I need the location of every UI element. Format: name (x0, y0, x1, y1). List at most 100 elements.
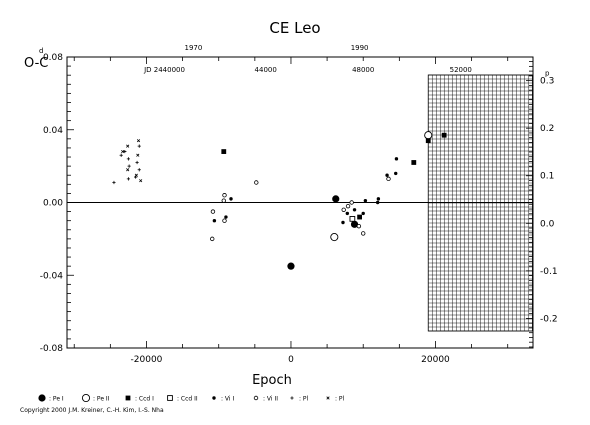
y2-tick-label: -0.2 (540, 314, 558, 324)
point-filled-circle-small (363, 198, 368, 203)
year-label: 1970 (185, 44, 203, 52)
jd-label: 44000 (255, 66, 277, 74)
point-filled-circle-small (212, 218, 217, 223)
point-open-circle-small (210, 209, 216, 214)
point-filled-square (125, 395, 131, 401)
y2-tick-label: -0.1 (540, 267, 558, 277)
point-open-circle-small (349, 200, 354, 205)
point-filled-circle-small (376, 197, 381, 201)
y-tick-label: -0.04 (40, 271, 64, 281)
top-axis-labels: 1970 1990 JD 2440000 44000 48000 52000 (143, 44, 472, 74)
point-filled-circle-small (352, 208, 357, 212)
axis-ticks (67, 56, 533, 349)
y2-tick-label: 0.3 (540, 77, 554, 87)
point-filled-square (425, 138, 431, 144)
y-tick-label: 0.00 (43, 199, 63, 209)
year-label: 1990 (351, 44, 369, 52)
point-open-circle-small (345, 203, 351, 209)
y2-unit-superscript: p (545, 70, 550, 78)
legend-label: : Ccd II (177, 396, 198, 403)
x-axis-label: Epoch (252, 373, 292, 388)
point-filled-circle-small (394, 171, 398, 176)
point-open-circle-small (222, 218, 227, 223)
jd-label: 48000 (352, 66, 374, 74)
point-plus (112, 180, 116, 185)
legend-label: : Pl (335, 396, 345, 403)
y-tick-label: 0.04 (43, 126, 63, 136)
y2-tick-label: 0.1 (540, 172, 554, 182)
copyright-note: Copyright 2000 J.M. Kreiner, C.-H. Kim, … (20, 407, 164, 414)
point-cross (126, 144, 130, 148)
y2-tick-label: 0.0 (540, 219, 555, 229)
legend-label: : Vi I (221, 396, 234, 403)
point-filled-circle-small (212, 396, 216, 400)
point-cross (126, 168, 130, 172)
x-tick-label: 0 (288, 355, 294, 365)
point-open-circle-small (386, 176, 391, 182)
point-plus (137, 168, 141, 172)
point-filled-circle-small (394, 157, 399, 161)
y2-tick-label: 0.2 (540, 124, 554, 134)
point-filled-square (411, 160, 417, 165)
point-cross (134, 173, 138, 177)
legend-label: : Pl (299, 396, 309, 403)
point-open-circle-small (356, 223, 362, 229)
point-filled-circle-small (361, 211, 365, 216)
point-filled-circle-large (350, 220, 359, 228)
tick-labels: -20000 0 20000 -0.08 -0.04 0.00 0.04 0.08d -0.2 -… (39, 47, 558, 365)
point-cross (326, 396, 330, 400)
point-filled-circle-small (375, 200, 380, 205)
point-plus (127, 164, 131, 168)
point-plus (290, 396, 294, 400)
y-unit-superscript: d (39, 47, 43, 55)
point-plus (119, 153, 123, 157)
jd-label: JD 2440000 (143, 66, 185, 74)
point-open-circle-small (341, 207, 346, 212)
point-filled-circle-small (229, 197, 233, 201)
point-filled-circle-small (224, 215, 228, 219)
legend-label: : Pe I (49, 396, 64, 403)
jd-label: 52000 (450, 66, 472, 74)
point-plus (126, 177, 131, 181)
point-open-circle-small (210, 236, 215, 242)
point-open-circle-small (221, 198, 226, 203)
point-open-circle-small (254, 180, 259, 185)
point-open-square (167, 395, 173, 401)
point-open-circle-small (361, 231, 366, 236)
point-plus (123, 149, 127, 154)
point-filled-circle-large (38, 394, 46, 402)
point-plus (135, 160, 139, 165)
legend-label: : Vi II (263, 396, 278, 403)
point-open-circle-large (330, 233, 339, 242)
data-points (112, 131, 447, 270)
point-open-circle-large (81, 393, 91, 403)
point-filled-circle-large (287, 262, 295, 270)
point-cross (136, 139, 141, 143)
y-tick-label: -0.08 (40, 344, 64, 354)
point-filled-square (221, 149, 227, 154)
point-open-circle-small (222, 193, 227, 198)
point-filled-square (441, 132, 447, 138)
point-filled-circle-small (341, 220, 345, 225)
legend-label: : Pe II (93, 396, 110, 403)
point-plus (137, 144, 141, 148)
x-tick-label: -20000 (131, 355, 163, 365)
point-filled-circle-large (332, 195, 340, 203)
legend-label: : Ccd I (135, 396, 154, 403)
y-top-tick-label: 0.08 (43, 53, 63, 63)
point-filled-circle-small (385, 173, 389, 177)
chart-title: CE Leo (269, 19, 320, 37)
point-cross (136, 153, 140, 157)
point-open-circle-small (253, 395, 259, 401)
point-open-circle-large (424, 131, 433, 140)
point-filled-circle-small (345, 211, 350, 216)
point-cross (121, 149, 125, 154)
point-open-square (349, 216, 356, 222)
point-plus (126, 157, 131, 161)
point-cross (139, 179, 143, 183)
point-filled-square (357, 214, 363, 220)
x-tick-label: 20000 (421, 355, 450, 365)
y-axis-label: O-C (24, 56, 48, 71)
legend: : Pe I : Pe II : Ccd I : Ccd II : Vi I : Vi I… (38, 393, 345, 403)
